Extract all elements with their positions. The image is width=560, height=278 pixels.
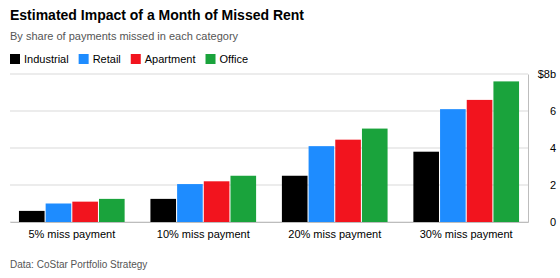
y-tick-label: 2 bbox=[550, 179, 556, 191]
y-tick: 4 bbox=[528, 142, 556, 154]
y-tick-label: $8b bbox=[538, 68, 556, 80]
x-tick-label: 10% miss payment bbox=[157, 228, 250, 240]
legend-label: Office bbox=[220, 53, 249, 65]
bar bbox=[19, 211, 45, 222]
legend-swatch bbox=[10, 54, 20, 64]
bar bbox=[335, 140, 361, 222]
y-axis-line bbox=[528, 75, 529, 223]
legend-swatch bbox=[79, 54, 89, 64]
legend-item: Industrial bbox=[10, 53, 69, 65]
bar bbox=[204, 181, 230, 222]
legend-swatch bbox=[131, 54, 141, 64]
legend-item: Apartment bbox=[131, 53, 196, 65]
bar bbox=[282, 176, 308, 222]
y-tick: 0 bbox=[528, 216, 556, 228]
legend-item: Office bbox=[206, 53, 249, 65]
title: Estimated Impact of a Month of Missed Re… bbox=[10, 7, 304, 23]
bar bbox=[230, 176, 256, 222]
y-tick-label: 4 bbox=[550, 142, 556, 154]
bar bbox=[413, 152, 439, 222]
chart: Estimated Impact of a Month of Missed Re… bbox=[0, 0, 560, 278]
bar bbox=[467, 100, 493, 222]
x-tick-label: 5% miss payment bbox=[28, 228, 115, 240]
y-tick: 6 bbox=[528, 105, 556, 117]
x-tick: 20% miss payment bbox=[288, 222, 381, 240]
bar bbox=[177, 184, 203, 222]
x-tick: 30% miss payment bbox=[420, 222, 513, 240]
bar bbox=[99, 199, 125, 222]
y-tick: 2 bbox=[528, 179, 556, 191]
x-axis-line bbox=[11, 222, 529, 223]
bar bbox=[309, 146, 335, 222]
x-tick: 10% miss payment bbox=[157, 222, 250, 240]
grid bbox=[10, 74, 528, 222]
grid-line bbox=[10, 74, 528, 75]
y-axis: 0 2 4 6 $8b bbox=[528, 68, 556, 228]
y-tick-label: 0 bbox=[550, 216, 556, 228]
source: Data: CoStar Portfolio Strategy bbox=[10, 259, 147, 270]
bar bbox=[72, 202, 98, 222]
subtitle: By share of payments missed in each cate… bbox=[10, 30, 239, 42]
bar bbox=[440, 109, 466, 222]
legend-label: Retail bbox=[93, 53, 121, 65]
x-axis: 5% miss payment 10% miss payment 20% miss … bbox=[11, 222, 529, 240]
y-tick-label: 6 bbox=[550, 105, 556, 117]
legend-label: Apartment bbox=[145, 53, 196, 65]
bars bbox=[19, 81, 519, 222]
legend: Industrial Retail Apartment Office bbox=[10, 53, 248, 65]
x-tick: 5% miss payment bbox=[28, 222, 115, 240]
x-tick-label: 20% miss payment bbox=[288, 228, 381, 240]
legend-item: Retail bbox=[79, 53, 121, 65]
y-tick: $8b bbox=[528, 68, 556, 80]
x-tick-label: 30% miss payment bbox=[420, 228, 513, 240]
legend-swatch bbox=[206, 54, 216, 64]
bar bbox=[150, 199, 176, 222]
bar bbox=[46, 204, 72, 223]
legend-label: Industrial bbox=[24, 53, 69, 65]
bar bbox=[493, 81, 519, 222]
bar bbox=[362, 129, 388, 222]
